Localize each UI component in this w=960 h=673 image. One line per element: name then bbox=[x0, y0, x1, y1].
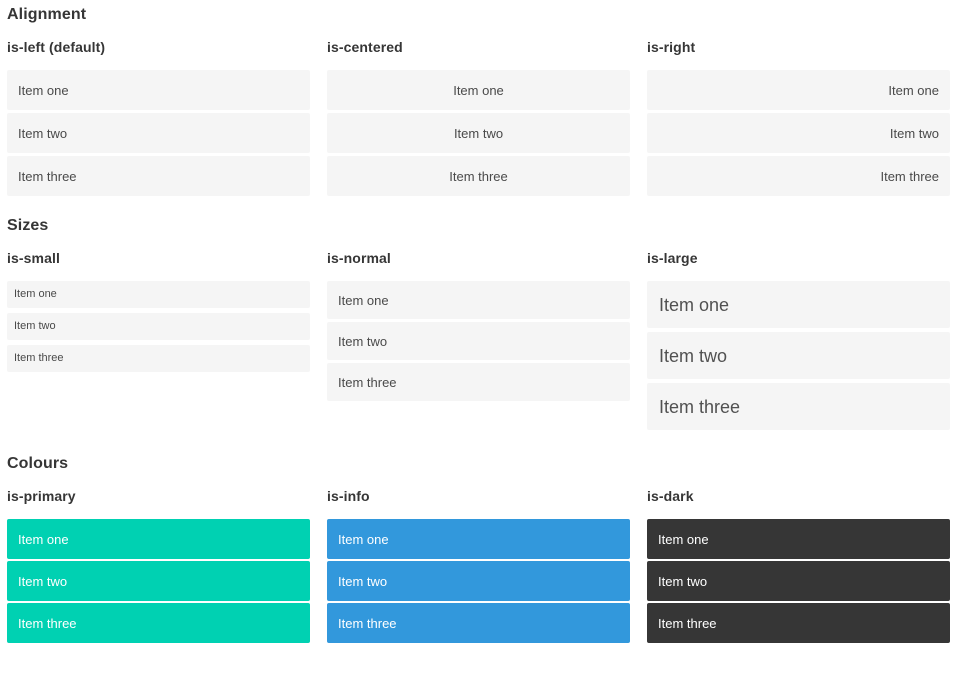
list-item: Item one bbox=[327, 70, 630, 110]
variant-label: is-dark bbox=[647, 488, 694, 504]
list-group-info: Item one Item two Item three bbox=[327, 519, 630, 643]
alignment-columns: is-left (default) Item one Item two Item… bbox=[7, 39, 950, 196]
list-item: Item one bbox=[327, 281, 630, 319]
list-item: Item two bbox=[327, 113, 630, 153]
list-item: Item three bbox=[7, 156, 310, 196]
variant-label: is-info bbox=[327, 488, 370, 504]
list-group-dark: Item one Item two Item three bbox=[647, 519, 950, 643]
list-item: Item one bbox=[7, 70, 310, 110]
colours-columns: is-primary Item one Item two Item three … bbox=[7, 488, 950, 645]
list-group-primary: Item one Item two Item three bbox=[7, 519, 310, 643]
variant-label: is-large bbox=[647, 250, 698, 266]
list-item: Item two bbox=[7, 313, 310, 340]
list-item: Item two bbox=[647, 113, 950, 153]
column-is-primary: is-primary Item one Item two Item three bbox=[7, 488, 310, 645]
column-is-centered: is-centered Item one Item two Item three bbox=[327, 39, 630, 196]
variant-label: is-primary bbox=[7, 488, 76, 504]
list-item: Item three bbox=[7, 345, 310, 372]
list-item: Item two bbox=[7, 561, 310, 601]
list-item: Item one bbox=[327, 519, 630, 559]
list-item: Item three bbox=[7, 603, 310, 643]
list-item: Item one bbox=[647, 70, 950, 110]
list-item: Item one bbox=[647, 519, 950, 559]
variant-label: is-right bbox=[647, 39, 696, 55]
variant-label: is-small bbox=[7, 250, 60, 266]
variant-label: is-centered bbox=[327, 39, 403, 55]
section-title: Sizes bbox=[7, 217, 49, 234]
list-item: Item three bbox=[647, 156, 950, 196]
list-item: Item two bbox=[647, 332, 950, 379]
column-is-dark: is-dark Item one Item two Item three bbox=[647, 488, 950, 645]
list-group-centered: Item one Item two Item three bbox=[327, 70, 630, 196]
section-sizes: Sizes is-small Item one Item two Item th… bbox=[7, 216, 950, 434]
column-is-normal: is-normal Item one Item two Item three bbox=[327, 250, 630, 404]
list-item: Item three bbox=[327, 363, 630, 401]
list-group-small: Item one Item two Item three bbox=[7, 281, 310, 372]
list-group-large: Item one Item two Item three bbox=[647, 281, 950, 430]
section-colours: Colours is-primary Item one Item two Ite… bbox=[7, 454, 950, 645]
list-item: Item two bbox=[327, 561, 630, 601]
list-item: Item two bbox=[327, 322, 630, 360]
list-group-right: Item one Item two Item three bbox=[647, 70, 950, 196]
variant-label: is-normal bbox=[327, 250, 391, 266]
column-is-right: is-right Item one Item two Item three bbox=[647, 39, 950, 196]
list-item: Item three bbox=[647, 603, 950, 643]
sizes-columns: is-small Item one Item two Item three is… bbox=[7, 250, 950, 434]
list-group-normal: Item one Item two Item three bbox=[327, 281, 630, 401]
list-item: Item two bbox=[647, 561, 950, 601]
list-group-left: Item one Item two Item three bbox=[7, 70, 310, 196]
section-title: Alignment bbox=[7, 6, 87, 23]
section-title: Colours bbox=[7, 455, 69, 472]
variant-label: is-left (default) bbox=[7, 39, 106, 55]
list-item: Item one bbox=[7, 281, 310, 308]
list-item: Item one bbox=[647, 281, 950, 328]
list-item: Item three bbox=[327, 156, 630, 196]
column-is-small: is-small Item one Item two Item three bbox=[7, 250, 310, 377]
column-is-large: is-large Item one Item two Item three bbox=[647, 250, 950, 434]
list-item: Item one bbox=[7, 519, 310, 559]
column-is-info: is-info Item one Item two Item three bbox=[327, 488, 630, 645]
list-item: Item three bbox=[327, 603, 630, 643]
list-item: Item three bbox=[647, 383, 950, 430]
list-item: Item two bbox=[7, 113, 310, 153]
column-is-left: is-left (default) Item one Item two Item… bbox=[7, 39, 310, 196]
section-alignment: Alignment is-left (default) Item one Ite… bbox=[7, 5, 950, 196]
